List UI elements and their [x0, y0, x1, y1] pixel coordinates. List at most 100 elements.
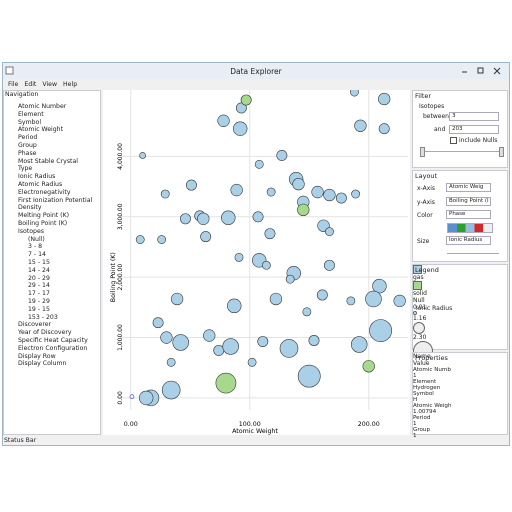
dropdown[interactable]: Phase	[446, 210, 491, 219]
property-name: Atomic Weigh	[413, 403, 452, 409]
size-legend-label: 2.30	[413, 334, 427, 342]
nav-item[interactable]: First Ionization Potential	[18, 196, 93, 204]
nav-item[interactable]: Most Stable Crystal	[18, 157, 78, 165]
nav-item[interactable]: Discoverer	[18, 321, 52, 329]
bubble	[157, 235, 167, 244]
bubble	[217, 114, 230, 127]
nav-item[interactable]: Ionic Radius	[18, 173, 56, 181]
bubble	[213, 344, 225, 356]
bubble	[378, 92, 391, 106]
nav-subitem[interactable]: 20 - 29	[28, 274, 50, 282]
bubble	[261, 260, 271, 270]
slider[interactable]	[447, 253, 499, 254]
maximize[interactable]	[477, 67, 484, 74]
nav-item[interactable]: Melting Point (K)	[18, 212, 70, 220]
nav-subitem[interactable]: 7 - 14	[28, 251, 46, 259]
legend-swatch	[413, 265, 422, 274]
bubble	[297, 364, 321, 388]
nav-item[interactable]: Specific Heat Capacity	[18, 337, 88, 344]
bubble	[297, 203, 310, 216]
nav-item[interactable]: Display Column	[18, 360, 67, 368]
size-legend-title: Ionic Radius	[416, 305, 453, 312]
bubble	[369, 319, 393, 343]
slider-thumb[interactable]	[420, 147, 425, 157]
nav-item[interactable]: Density	[18, 204, 42, 212]
nav-subitem[interactable]: 29 - 14	[28, 282, 50, 290]
bubble	[346, 296, 356, 306]
checkbox[interactable]	[450, 137, 457, 144]
y-tick-label: 4,000.00	[117, 143, 124, 170]
nav-item[interactable]: Year of Discovery	[18, 329, 72, 337]
property-name: Atomic Numb	[413, 367, 451, 373]
nav-subitem[interactable]: 15 - 15	[28, 259, 50, 266]
bubble	[269, 292, 283, 306]
bubble	[152, 317, 164, 329]
nav-item[interactable]: Boiling Point (K)	[18, 220, 68, 227]
label: Color	[417, 212, 433, 219]
nav-item[interactable]: Atomic Radius	[18, 181, 63, 188]
bubble	[185, 179, 197, 191]
nav-item[interactable]: Period	[18, 134, 38, 142]
window-controls	[5, 66, 501, 75]
bubble	[252, 211, 264, 223]
menu-item[interactable]: File	[8, 81, 19, 88]
bubble	[234, 252, 244, 262]
slider-thumb[interactable]	[499, 147, 504, 157]
bubble	[254, 159, 264, 169]
bubble	[324, 259, 335, 271]
column-header: Name	[413, 353, 431, 360]
nav-item[interactable]: Display Row	[18, 352, 56, 360]
nav-item[interactable]: Electronegativity	[18, 188, 71, 196]
property-value: 1.00794	[413, 409, 437, 415]
property-value: 1	[413, 433, 417, 439]
panel-title: Properties	[415, 354, 448, 362]
nav-item[interactable]: Atomic Weight	[18, 126, 64, 134]
nav-item[interactable]: Phase	[18, 149, 37, 157]
nav-item[interactable]: Group	[18, 142, 37, 149]
menu-item[interactable]: Edit	[24, 81, 37, 88]
nav-subitem[interactable]: 19 - 15	[28, 305, 50, 313]
property-name: Symbol	[413, 391, 434, 397]
nav-item[interactable]: Symbol	[18, 118, 42, 126]
bubble	[350, 336, 368, 353]
nav-subitem[interactable]: 19 - 29	[28, 298, 50, 305]
bubble	[247, 357, 257, 367]
window-title: Data Explorer	[230, 67, 282, 76]
nav-subitem[interactable]: 3 - 8	[28, 243, 43, 251]
dropdown[interactable]: Atomic Weig	[446, 183, 491, 192]
bubble	[135, 235, 145, 244]
bubble	[139, 152, 146, 159]
panel-title: Legend	[415, 266, 439, 274]
legend-swatch	[413, 281, 422, 290]
bubble	[160, 189, 170, 199]
slider[interactable]	[421, 151, 501, 152]
nav-subitem[interactable]: (Null)	[28, 235, 45, 243]
nav-item[interactable]: Electron Configuration	[18, 344, 88, 352]
nav-subitem[interactable]: 14 - 24	[28, 266, 50, 274]
nav-item[interactable]: Type	[18, 165, 33, 173]
property-name: Group	[413, 427, 431, 433]
bubble	[264, 228, 276, 240]
menu-item[interactable]: Help	[63, 81, 78, 88]
nav-item[interactable]: Element	[18, 110, 44, 118]
navigation-panel: Navigation Atomic Number Element Symbol Ato…	[3, 90, 101, 435]
nav-subitem[interactable]: 153 - 203	[28, 313, 58, 321]
property-name: Period	[413, 415, 431, 421]
and-input[interactable]: 203	[449, 125, 499, 134]
dropdown[interactable]: Ionic Radius	[446, 236, 491, 245]
bubble	[240, 94, 252, 106]
size-legend-label: 1.16	[413, 315, 427, 323]
menu-item[interactable]: View	[42, 81, 58, 88]
palette[interactable]	[447, 223, 493, 233]
between-input[interactable]: 3	[449, 112, 499, 121]
bubble	[203, 329, 216, 342]
nav-subitem[interactable]: 17 - 17	[28, 290, 50, 298]
bubble	[232, 121, 248, 136]
legend-label: solid	[413, 290, 427, 297]
dropdown[interactable]: Boiling Point (I	[446, 197, 491, 206]
close[interactable]	[493, 67, 501, 75]
nav-item[interactable]: Isotopes	[18, 227, 45, 235]
nav-item[interactable]: Atomic Number	[18, 103, 67, 110]
bubble	[215, 372, 237, 394]
